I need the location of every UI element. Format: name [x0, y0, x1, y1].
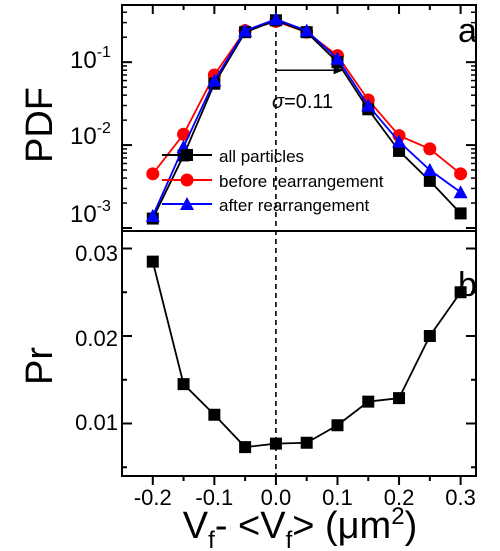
legend-item-after-rearrangement: after rearrangement	[162, 196, 370, 215]
data-point-square	[393, 144, 406, 157]
xtick-label: 0.0	[261, 485, 292, 510]
panel-b-frame	[121, 230, 477, 477]
ytick-label-0.01: 0.01	[75, 410, 118, 435]
data-point-triangle	[422, 163, 437, 177]
data-point-circle	[454, 167, 468, 181]
ytick-label-1e-2: 10-2	[70, 120, 111, 150]
data-point-square	[454, 207, 467, 220]
panel-a-label: a	[458, 12, 477, 50]
series-pr	[146, 255, 467, 454]
series-after-rearrangement	[145, 12, 468, 222]
panel-a-ytick-labels: 10-1 10-2 10-3	[70, 44, 111, 228]
panel-b-axis-ticks	[122, 247, 476, 485]
xtick-label: 0.3	[445, 485, 476, 510]
data-point-circle	[146, 167, 160, 181]
panel-b-label: b	[458, 266, 477, 304]
panel-a-series	[145, 12, 468, 225]
data-point-triangle	[207, 73, 222, 87]
ytick-label-1e-1: 10-1	[70, 44, 111, 74]
panel-b-ylabel: Pr	[19, 347, 61, 385]
data-point-square	[393, 392, 406, 405]
ytick-label-1e-3: 10-3	[70, 198, 111, 228]
ytick-label-0.03: 0.03	[75, 241, 118, 266]
data-point-triangle	[392, 134, 407, 148]
sigma-label: σ=0.11	[272, 91, 333, 113]
legend-item-before-rearrangement: before rearrangement	[162, 172, 384, 191]
data-point-circle	[423, 142, 437, 156]
data-point-square	[331, 419, 344, 432]
data-point-circle	[177, 127, 191, 141]
legend-triangle-marker	[180, 197, 194, 210]
legend-label: all particles	[219, 147, 304, 166]
data-point-triangle	[299, 23, 314, 37]
ytick-label-0.02: 0.02	[75, 326, 118, 351]
sigma-annotation: σ=0.11	[272, 66, 344, 113]
series-all-particles	[146, 14, 467, 225]
data-point-square	[269, 437, 282, 450]
panel-a-axis-ticks	[122, 5, 476, 229]
legend: all particles before rearrangement after…	[162, 147, 384, 215]
data-point-triangle	[330, 51, 345, 65]
legend-label: before rearrangement	[219, 172, 384, 191]
x-axis-title: Vf- <Vf> (μm2)	[183, 503, 417, 551]
legend-square-marker	[181, 149, 193, 161]
sigma-arrowhead	[333, 66, 344, 75]
data-point-square	[239, 441, 252, 454]
data-point-square	[423, 174, 436, 187]
x-tick-labels: -0.2 -0.1 0.0 0.1 0.2 0.3	[134, 485, 476, 510]
data-point-triangle	[268, 12, 283, 26]
data-point-triangle	[361, 98, 376, 112]
data-point-square	[208, 408, 221, 421]
data-point-square	[300, 436, 313, 449]
panel-a-ylabel: PDF	[19, 87, 61, 163]
data-point-triangle	[238, 23, 253, 37]
xtick-label: 0.2	[384, 485, 415, 510]
xtick-label: -0.1	[195, 485, 233, 510]
data-point-square	[423, 330, 436, 342]
data-point-square	[146, 255, 159, 268]
data-point-square	[177, 378, 190, 391]
data-point-square	[362, 395, 375, 408]
data-point-triangle	[145, 208, 160, 222]
data-point-triangle	[453, 185, 468, 199]
xtick-label: -0.2	[134, 485, 172, 510]
panel-b-ytick-labels: 0.03 0.02 0.01	[75, 241, 118, 435]
legend-label: after rearrangement	[219, 196, 370, 215]
data-point-square	[454, 286, 467, 299]
legend-item-all-particles: all particles	[162, 147, 304, 166]
xtick-label: 0.1	[322, 485, 353, 510]
legend-circle-marker	[180, 173, 194, 187]
series-line	[151, 261, 462, 449]
panel-b-series	[146, 255, 467, 454]
